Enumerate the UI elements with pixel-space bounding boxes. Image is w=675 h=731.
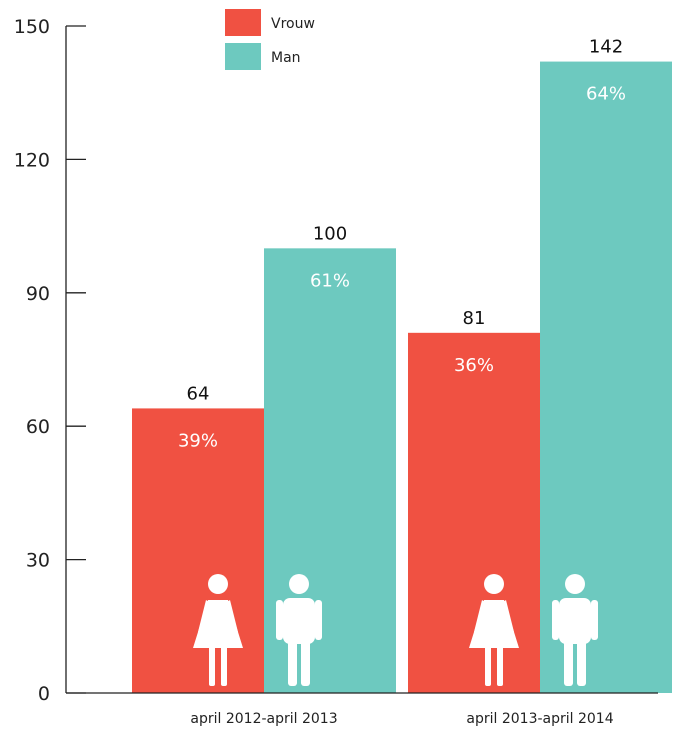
category-label: april 2012-april 2013: [190, 711, 337, 727]
value-label: 142: [589, 37, 623, 58]
bars: 64 39% 100 61% 81 36% 142 64%: [132, 37, 672, 694]
x-axis: april 2012-april 2013 april 2013-april 20…: [66, 692, 658, 727]
man-icon: [276, 574, 322, 686]
percent-label: 39%: [178, 430, 218, 451]
y-tick-label: 150: [14, 16, 50, 38]
percent-label: 36%: [454, 355, 494, 376]
value-label: 100: [313, 223, 347, 244]
percent-label: 64%: [586, 84, 626, 105]
category-label: april 2013-april 2014: [466, 711, 613, 727]
percent-label: 61%: [310, 270, 350, 291]
y-axis: 0 30 60 90 120 150: [14, 16, 86, 705]
y-tick-label: 90: [26, 283, 50, 305]
y-tick-label: 0: [38, 683, 50, 705]
woman-icon: [193, 574, 243, 686]
y-tick-label: 120: [14, 149, 50, 171]
legend-label: Vrouw: [271, 16, 315, 32]
y-tick-label: 30: [26, 550, 50, 572]
legend-swatch: [225, 9, 261, 36]
bar-man: [540, 61, 672, 693]
legend-label: Man: [271, 50, 301, 66]
value-label: 64: [187, 383, 210, 404]
man-icon: [552, 574, 598, 686]
legend: Vrouw Man: [225, 9, 315, 70]
woman-icon: [469, 574, 519, 686]
value-label: 81: [463, 308, 486, 329]
legend-swatch: [225, 43, 261, 70]
y-tick-label: 60: [26, 416, 50, 438]
